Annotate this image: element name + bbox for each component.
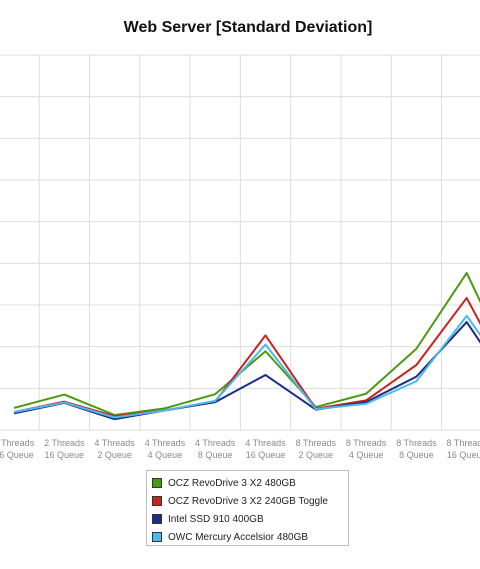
legend-item: Intel SSD 910 400GB — [152, 510, 348, 528]
series-line-2 — [13, 296, 480, 418]
legend-item: OCZ RevoDrive 3 X2 240GB Toggle — [152, 492, 348, 510]
x-tick-label: 2 Threads — [44, 438, 85, 448]
x-tick-label: 8 Queue — [399, 450, 434, 460]
x-tick-label: 16 Queue — [0, 450, 34, 460]
legend: OCZ RevoDrive 3 X2 480GB OCZ RevoDrive 3 … — [146, 470, 349, 546]
legend-swatch — [152, 532, 162, 542]
legend-label: OCZ RevoDrive 3 X2 480GB — [168, 477, 296, 489]
x-tick-label: 8 Queue — [198, 450, 233, 460]
x-tick-label: 4 Threads — [195, 438, 236, 448]
grid-lines — [0, 54, 480, 431]
legend-swatch — [152, 478, 162, 488]
x-tick-label: 8 Threads — [346, 438, 387, 448]
x-tick-label: 8 Threads — [447, 438, 480, 448]
x-tick-label: 4 Threads — [94, 438, 135, 448]
x-tick-labels: 1 Threads 16 Queue 2 Threads 16 Queue 4 Thre… — [0, 438, 480, 460]
x-tick-label: 4 Queue — [349, 450, 384, 460]
x-tick-label: 16 Queue — [45, 450, 85, 460]
series-line-4 — [13, 314, 480, 419]
x-tick-label: 16 Queue — [447, 450, 480, 460]
legend-item: OWC Mercury Accelsior 480GB — [152, 528, 348, 546]
x-tick-label: 2 Queue — [97, 450, 132, 460]
series-line-1 — [13, 271, 480, 416]
legend-item: OCZ RevoDrive 3 X2 480GB — [152, 474, 348, 492]
legend-label: OCZ RevoDrive 3 X2 240GB Toggle — [168, 495, 328, 507]
legend-swatch — [152, 514, 162, 524]
x-tick-label: 4 Threads — [245, 438, 286, 448]
x-tick-label: 2 Queue — [299, 450, 334, 460]
x-tick-label: 1 Threads — [0, 438, 35, 448]
x-tick-label: 4 Queue — [148, 450, 183, 460]
legend-label: OWC Mercury Accelsior 480GB — [168, 531, 309, 543]
x-tick-label: 4 Threads — [145, 438, 186, 448]
x-tick-label: 16 Queue — [246, 450, 286, 460]
legend-label: Intel SSD 910 400GB — [168, 513, 264, 525]
x-tick-label: 8 Threads — [296, 438, 337, 448]
series-lines — [13, 271, 480, 421]
x-tick-label: 8 Threads — [396, 438, 437, 448]
chart-title: Web Server [Standard Deviation] — [123, 19, 373, 36]
legend-swatch — [152, 496, 162, 506]
